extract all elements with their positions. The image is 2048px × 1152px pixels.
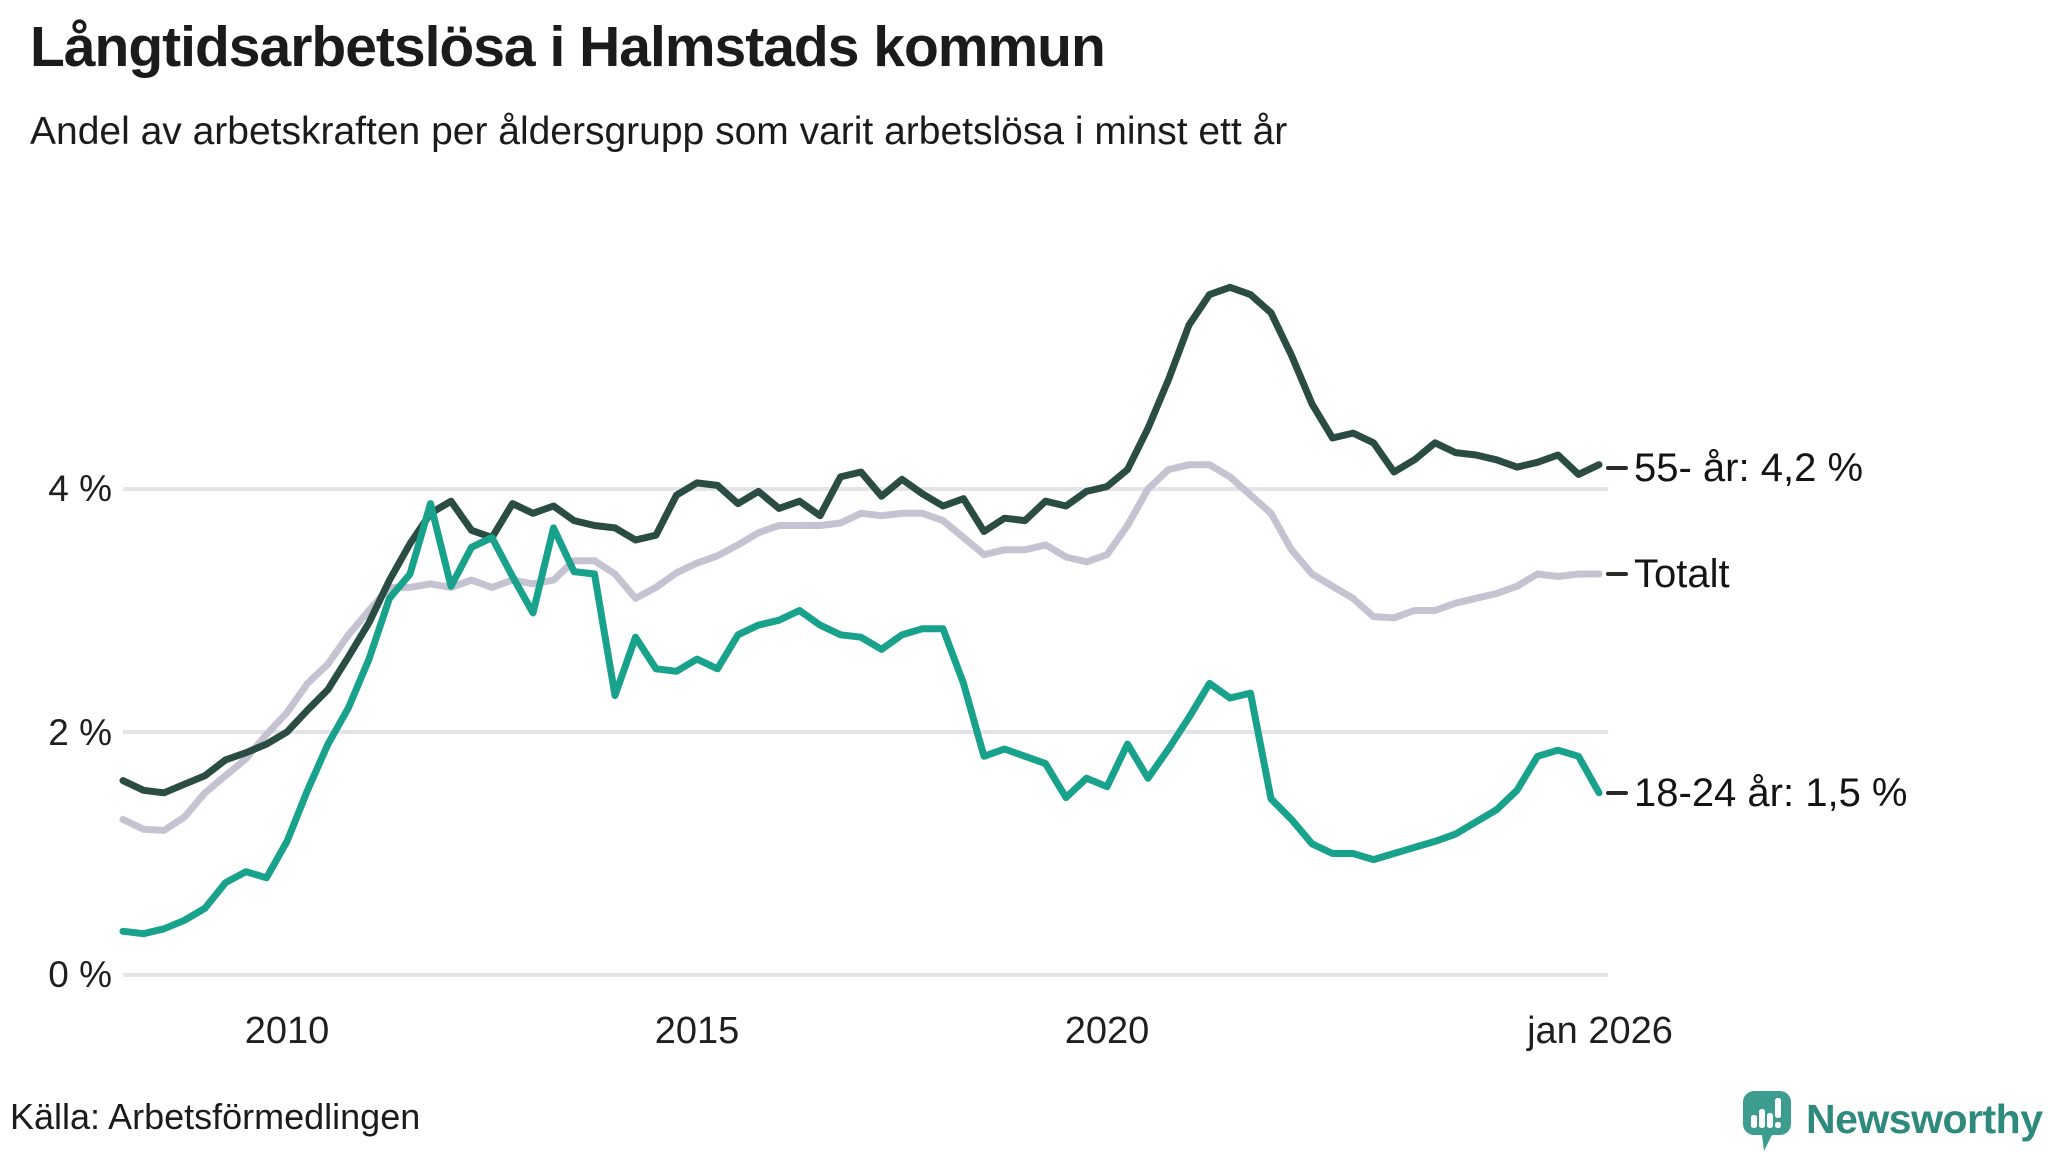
series-line-18-24 år: [119, 500, 1603, 938]
x-axis-tick-jan-2026: jan 2026: [1527, 1010, 1673, 1052]
series-line-Totalt: [119, 461, 1603, 834]
series-end-label-55: 55- år: 4,2 %: [1634, 446, 1864, 490]
y-axis-tick-0: 0 %: [48, 954, 112, 995]
newsworthy-icon: [1743, 1091, 1791, 1151]
source-caption: Källa: Arbetsförmedlingen: [10, 1096, 421, 1137]
series-end-label-18-24: 18-24 år: 1,5 %: [1634, 771, 1908, 815]
series-line-55- år: [119, 283, 1603, 797]
chart-subtitle: Andel av arbetskraften per åldersgrupp s…: [30, 110, 1288, 153]
newsworthy-wordmark: Newsworthy: [1806, 1096, 2043, 1142]
x-axis-tick-2020: 2020: [1064, 1010, 1150, 1052]
label-leader-dash-55: [1606, 466, 1628, 470]
chart-title: Långtidsarbetslösa i Halmstads kommun: [30, 15, 1106, 79]
label-leader-dash-totalt: [1606, 572, 1628, 576]
y-axis-tick-2: 2 %: [48, 712, 112, 753]
newsworthy-logo[interactable]: Newsworthy: [1742, 1090, 2043, 1152]
label-leader-dash-18-24: [1606, 791, 1628, 795]
x-axis-tick-2010: 2010: [244, 1010, 330, 1052]
y-axis-tick-4: 4 %: [48, 468, 112, 509]
x-axis-tick-2015: 2015: [654, 1010, 740, 1052]
series-end-label-totalt: Totalt: [1634, 552, 1730, 596]
